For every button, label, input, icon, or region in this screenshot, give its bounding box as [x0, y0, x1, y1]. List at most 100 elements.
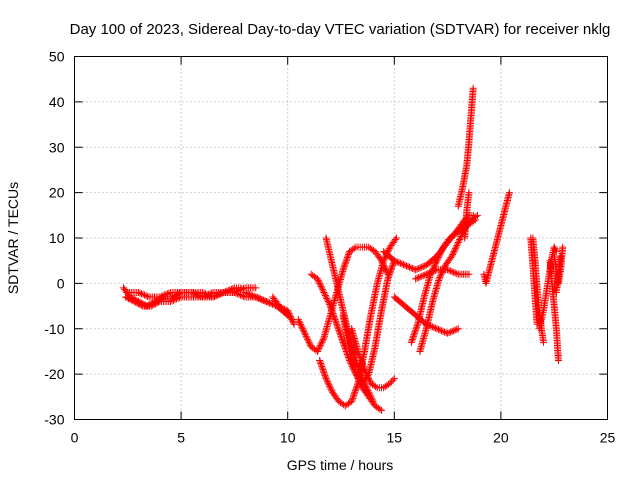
- data-point: [322, 293, 330, 301]
- chart-title: Day 100 of 2023, Sidereal Day-to-day VTE…: [70, 21, 611, 38]
- data-point: [366, 391, 374, 399]
- data-point: [342, 257, 350, 265]
- data-point: [413, 322, 421, 330]
- data-point: [189, 289, 197, 297]
- data-point: [391, 236, 399, 244]
- data-point: [432, 260, 440, 268]
- data-point: [152, 300, 160, 308]
- x-tick-label: 15: [387, 430, 403, 446]
- data-point: [169, 296, 177, 304]
- data-point: [367, 393, 375, 401]
- data-point: [320, 369, 328, 377]
- x-tick-label: 20: [493, 430, 509, 446]
- data-point: [418, 272, 426, 280]
- data-point: [396, 259, 404, 267]
- data-point: [304, 335, 312, 343]
- data-point: [250, 292, 258, 300]
- data-point: [355, 350, 363, 358]
- data-point: [306, 340, 314, 348]
- data-point: [454, 240, 462, 248]
- data-point: [433, 257, 441, 265]
- data-point: [324, 379, 332, 387]
- data-point: [338, 334, 346, 342]
- data-point: [132, 298, 140, 306]
- data-point: [171, 296, 179, 304]
- data-point: [363, 372, 371, 380]
- data-point: [220, 288, 228, 296]
- data-point: [455, 237, 463, 245]
- series-arc-25: [552, 252, 565, 296]
- data-point: [416, 264, 424, 272]
- data-point: [356, 352, 364, 360]
- data-point: [122, 293, 130, 301]
- data-point: [326, 301, 334, 309]
- y-tick-label: 0: [57, 275, 65, 291]
- data-point: [365, 388, 373, 396]
- data-point: [341, 260, 349, 268]
- data-point: [361, 381, 369, 389]
- data-point: [221, 288, 229, 296]
- data-point: [456, 236, 464, 244]
- data-point: [323, 295, 331, 302]
- data-point: [130, 298, 138, 306]
- data-point: [368, 396, 376, 404]
- data-point: [432, 258, 440, 266]
- x-axis-label: GPS time / hours: [287, 457, 394, 473]
- data-point: [357, 357, 365, 365]
- data-point: [413, 323, 421, 331]
- data-point: [437, 248, 445, 256]
- series-arc-14: [407, 216, 479, 346]
- data-point: [362, 369, 370, 377]
- data-point: [406, 263, 414, 271]
- data-point: [298, 323, 306, 331]
- data-point: [341, 261, 349, 269]
- data-point: [409, 332, 417, 340]
- data-point: [261, 297, 269, 305]
- data-point: [401, 261, 409, 269]
- data-point: [444, 329, 452, 337]
- data-point: [412, 266, 420, 274]
- data-point: [451, 246, 459, 254]
- data-point: [362, 382, 370, 390]
- data-point: [365, 375, 373, 383]
- data-point: [473, 211, 481, 219]
- data-point: [156, 293, 164, 301]
- data-point: [168, 297, 176, 305]
- data-point: [399, 261, 407, 269]
- data-point: [319, 337, 327, 345]
- data-point: [376, 405, 384, 413]
- series-arc-11: [348, 325, 398, 392]
- plot-frame: [74, 56, 608, 420]
- data-point: [385, 246, 393, 254]
- data-point: [284, 311, 292, 319]
- data-point: [323, 376, 331, 384]
- data-point: [349, 394, 357, 402]
- data-point: [352, 385, 360, 393]
- data-point: [265, 299, 273, 307]
- data-point: [349, 393, 357, 401]
- data-point: [419, 263, 427, 271]
- data-point: [351, 388, 359, 396]
- data-point: [384, 275, 392, 283]
- data-point: [416, 273, 424, 281]
- data-point: [452, 243, 460, 251]
- data-point: [173, 295, 181, 303]
- data-point: [355, 349, 363, 357]
- data-point: [191, 290, 199, 298]
- tick-label-layer: 0 5 10 15 20 25 -30 -20 -10 0 10 20 30 40 50: [44, 49, 615, 446]
- data-point: [361, 367, 369, 375]
- data-point: [408, 335, 416, 343]
- data-point: [209, 293, 217, 301]
- data-point: [134, 300, 142, 308]
- data-point: [244, 290, 252, 298]
- data-point: [428, 268, 436, 276]
- data-point: [339, 266, 347, 274]
- data-point: [229, 285, 237, 293]
- data-point: [223, 287, 231, 295]
- y-tick-label: -20: [44, 366, 64, 382]
- data-point: [434, 255, 442, 263]
- y-tick-label: 30: [49, 139, 65, 155]
- data-point: [380, 255, 388, 263]
- data-point: [436, 326, 444, 334]
- data-point: [305, 338, 313, 346]
